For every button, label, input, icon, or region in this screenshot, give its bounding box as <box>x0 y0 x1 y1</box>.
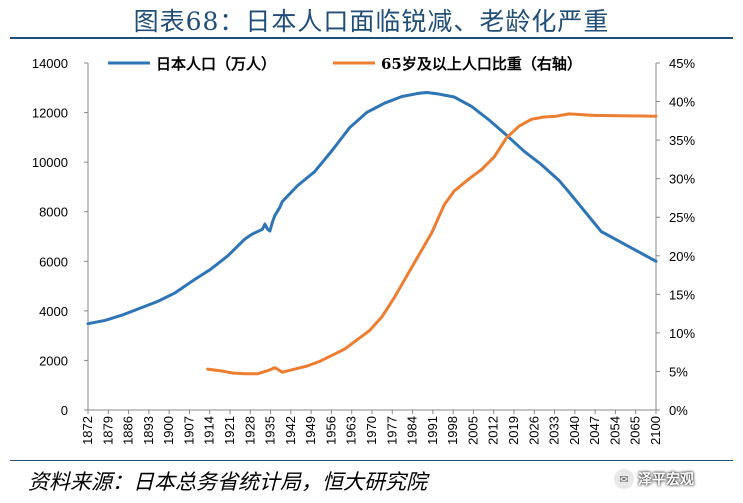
x-tick-label: 1893 <box>141 416 156 445</box>
x-tick-label: 2026 <box>526 416 541 445</box>
x-tick-label: 1942 <box>283 416 298 445</box>
x-tick-label: 1907 <box>181 416 196 445</box>
x-tick-label: 1900 <box>161 416 176 445</box>
y-right-tick-label: 40% <box>669 95 695 110</box>
x-tick-label: 1984 <box>405 416 420 445</box>
y-left-tick-label: 10000 <box>32 155 68 170</box>
x-tick-label: 2033 <box>547 416 562 445</box>
x-tick-label: 1956 <box>323 416 338 445</box>
source-note: 资料来源：日本总务省统计局，恒大研究院 <box>28 470 427 494</box>
chart-title: 图表68：日本人口面临锐减、老龄化严重 <box>133 7 610 36</box>
y-right-tick-label: 25% <box>669 210 695 225</box>
x-tick-label: 1914 <box>202 416 217 445</box>
y-right-tick-label: 5% <box>669 364 688 379</box>
x-tick-label: 1998 <box>445 416 460 445</box>
title-underline <box>10 37 733 39</box>
y-left-tick-label: 14000 <box>32 56 68 71</box>
series-line-1 <box>86 91 658 326</box>
x-tick-label: 2065 <box>628 416 643 445</box>
x-tick-label: 2005 <box>465 416 480 445</box>
x-tick-label: 1970 <box>364 416 379 445</box>
x-tick-label: 2047 <box>587 416 602 445</box>
x-tick-label: 1886 <box>121 416 136 445</box>
series-line-2 <box>206 112 658 376</box>
y-left-tick-label: 4000 <box>39 304 68 319</box>
x-tick-label: 1977 <box>384 416 399 445</box>
y-right-tick-label: 0% <box>669 403 688 418</box>
y-right-tick-label: 10% <box>669 326 695 341</box>
y-right-tick-label: 45% <box>669 56 695 71</box>
x-tick-label: 1872 <box>80 416 95 445</box>
y-right-tick-label: 30% <box>669 172 695 187</box>
x-tick-label: 2019 <box>506 416 521 445</box>
y-right-tick-label: 15% <box>669 287 695 302</box>
x-tick-label: 2100 <box>648 416 663 445</box>
wechat-icon: ✉ <box>614 469 634 489</box>
x-tick-label: 2040 <box>567 416 582 445</box>
axes-group: 0 2000 4000 6000 8000 10000 12000 14000 0% 5% 10% 1… <box>32 56 696 445</box>
x-tick-label: 2012 <box>486 416 501 445</box>
x-tick-label: 1949 <box>303 416 318 445</box>
series-layer <box>86 91 658 376</box>
y-left-tick-label: 8000 <box>39 205 68 220</box>
y-right-tick-label: 35% <box>669 133 695 148</box>
y-left-tick-label: 0 <box>61 403 68 418</box>
x-tick-label: 1991 <box>425 416 440 445</box>
x-tick-label: 2054 <box>607 416 622 445</box>
x-tick-label: 1928 <box>242 416 257 445</box>
y-right-tick-label: 20% <box>669 249 695 264</box>
legend: 日本人口（万人） 65岁及以上人口比重（右轴） <box>108 55 582 73</box>
legend-label-2: 65岁及以上人口比重（右轴） <box>381 55 582 73</box>
watermark-text: 泽平宏观 <box>638 472 694 488</box>
y-left-tick-label: 6000 <box>39 254 68 269</box>
x-tick-label: 1935 <box>263 416 278 445</box>
x-tick-label: 1963 <box>344 416 359 445</box>
legend-label-1: 日本人口（万人） <box>156 55 276 73</box>
y-left-tick-label: 12000 <box>32 106 68 121</box>
watermark: ✉ 泽平宏观 <box>614 469 694 489</box>
x-tick-label: 1879 <box>100 416 115 445</box>
x-tick-label: 1921 <box>222 416 237 445</box>
source-divider <box>10 460 733 461</box>
y-left-tick-label: 2000 <box>39 353 68 368</box>
